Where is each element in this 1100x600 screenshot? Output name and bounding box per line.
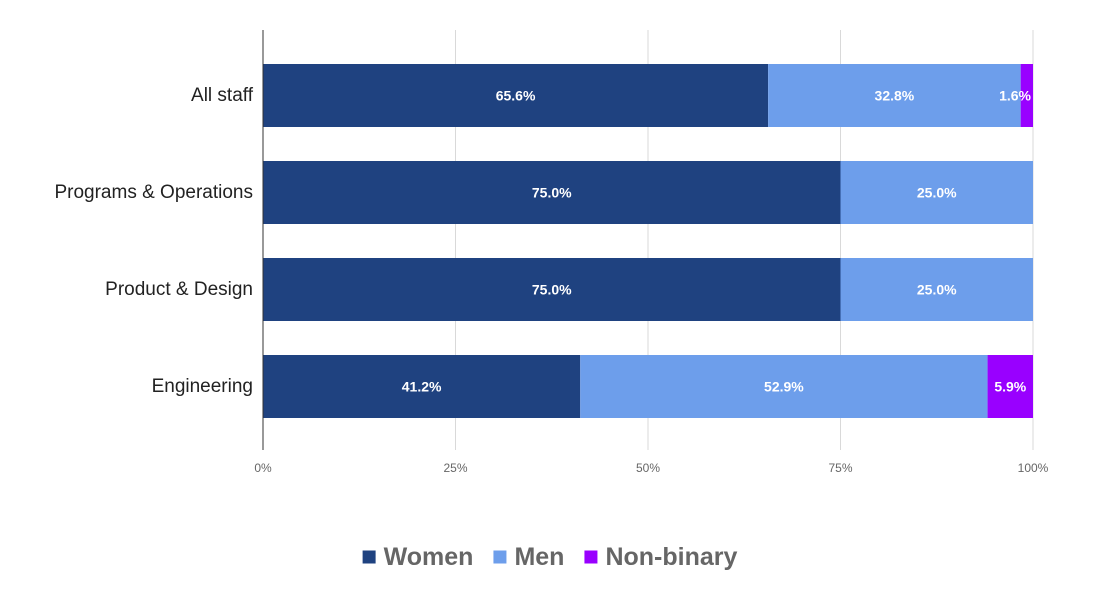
bars <box>263 64 1033 418</box>
x-tick-label: 75% <box>828 461 852 475</box>
category-label: Programs & Operations <box>54 182 253 203</box>
category-label: Product & Design <box>105 279 253 300</box>
data-label: 1.6% <box>999 88 1031 104</box>
category-label: All staff <box>191 85 254 106</box>
data-label: 65.6% <box>496 88 536 104</box>
data-labels: 65.6% 32.8% 1.6% 75.0% 25.0% 75.0% 25.0% 41.2% 5… <box>402 88 1032 395</box>
bar-men <box>840 258 1033 321</box>
data-label: 25.0% <box>917 185 957 201</box>
bar-men <box>840 161 1033 224</box>
category-label: Engineering <box>152 376 253 397</box>
bar-non-binary <box>987 355 1033 418</box>
bar-non-binary <box>1020 64 1033 127</box>
data-label: 75.0% <box>532 282 572 298</box>
x-tick-label: 0% <box>254 461 272 475</box>
x-tick-label: 100% <box>1018 461 1049 475</box>
legend: Women Men Non-binary <box>362 543 737 571</box>
legend-swatch <box>362 550 376 564</box>
data-label: 75.0% <box>532 185 572 201</box>
bar-women <box>263 355 581 418</box>
legend-item-women: Women <box>362 543 474 571</box>
bar-men <box>580 355 988 418</box>
x-tick-label: 25% <box>443 461 467 475</box>
legend-swatch <box>584 550 598 564</box>
data-label: 25.0% <box>917 282 957 298</box>
legend-label: Men <box>514 543 564 571</box>
legend-label: Women <box>384 543 474 571</box>
data-label: 41.2% <box>402 379 442 395</box>
data-label: 5.9% <box>994 379 1026 395</box>
bar-women <box>263 161 841 224</box>
legend-item-non-binary: Non-binary <box>584 543 737 571</box>
bar-men <box>768 64 1021 127</box>
data-label: 52.9% <box>764 379 804 395</box>
legend-label: Non-binary <box>605 543 737 571</box>
legend-swatch <box>493 550 507 564</box>
axes: 0% 25% 50% 75% 100% All staff Programs & Opera… <box>54 30 1049 475</box>
x-tick-label: 50% <box>636 461 660 475</box>
bar-women <box>263 258 841 321</box>
legend-item-men: Men <box>493 543 564 571</box>
bar-women <box>263 64 769 127</box>
data-label: 32.8% <box>875 88 915 104</box>
